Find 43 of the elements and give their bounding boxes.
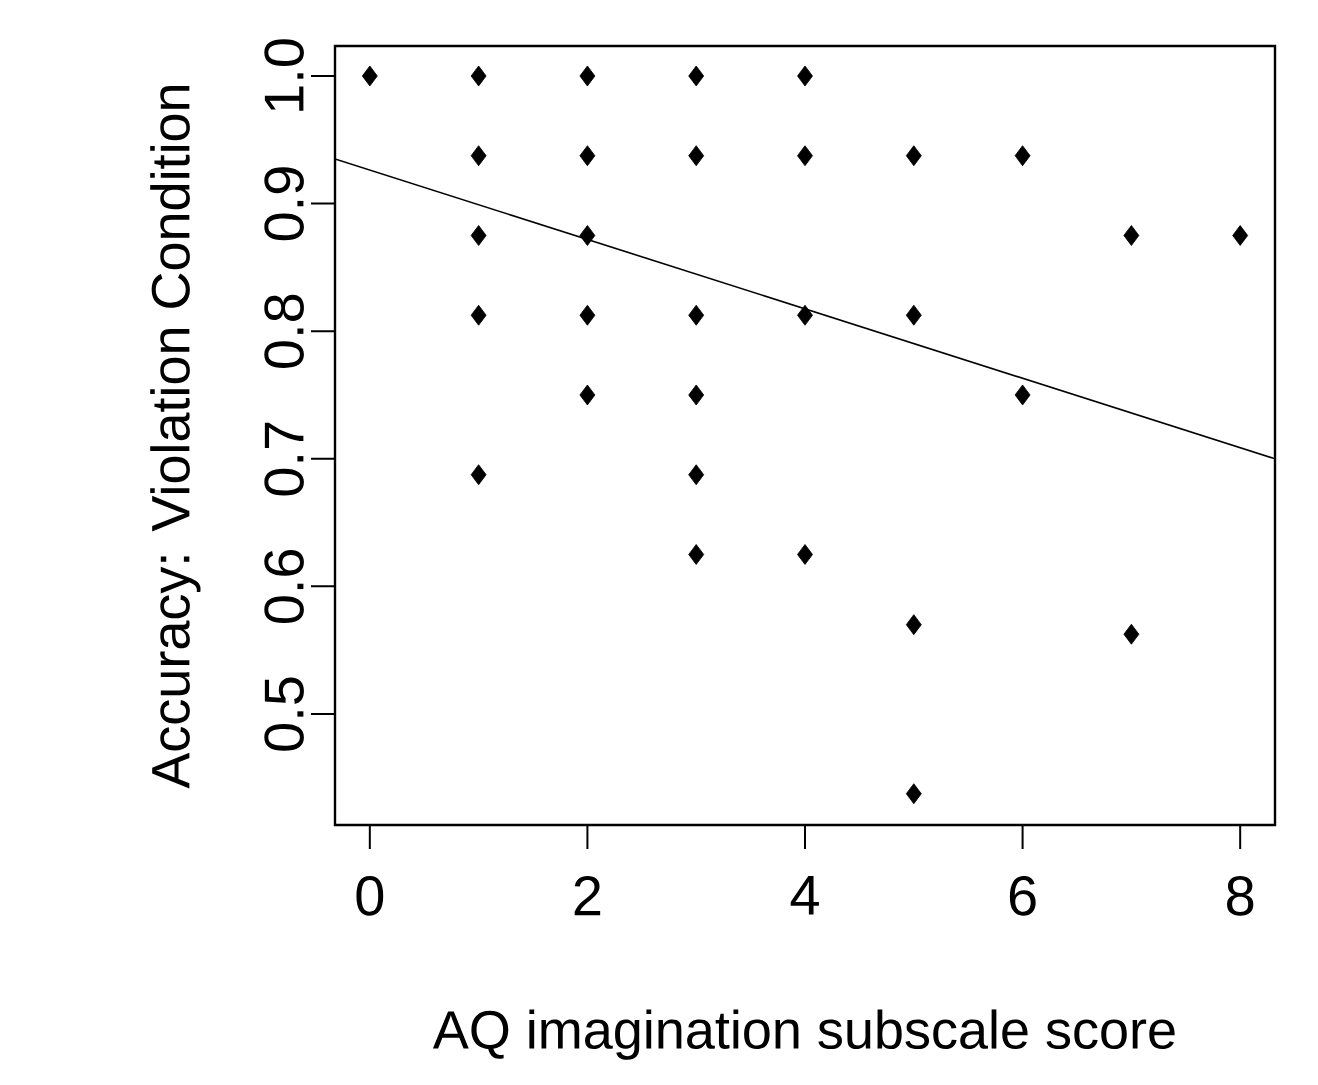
x-axis-title: AQ imagination subscale score [432, 1009, 1175, 1060]
x-tick-label: 0 [356, 876, 384, 916]
point [1123, 225, 1140, 246]
point [361, 65, 378, 87]
y-tick-label: 0.7 [264, 422, 304, 496]
point [905, 304, 922, 326]
point [470, 464, 487, 486]
point [579, 304, 596, 326]
point [688, 145, 705, 167]
y-tick-label: 0.5 [264, 677, 304, 751]
point [797, 145, 813, 167]
point [797, 65, 813, 87]
point [797, 304, 813, 326]
point [688, 304, 705, 326]
y-tick-label: 0.6 [264, 549, 304, 624]
x-tick-label: 4 [790, 876, 819, 915]
point [905, 145, 922, 167]
x-tick-label: 6 [1009, 876, 1036, 916]
point [470, 145, 487, 167]
point [579, 65, 596, 87]
point [579, 225, 596, 246]
point [688, 65, 705, 87]
point [579, 145, 596, 167]
point [688, 544, 705, 565]
x-tick-label: 2 [574, 876, 601, 916]
point [905, 783, 922, 805]
point [1232, 225, 1249, 246]
y-axis-title: Accuracy: Violation Condition [150, 85, 201, 789]
point [1014, 384, 1031, 406]
point [470, 304, 487, 326]
y-tick-label: 1.0 [264, 39, 304, 111]
y-tick-label: 0.8 [264, 294, 304, 368]
point [797, 544, 813, 565]
point [905, 614, 922, 636]
point [688, 464, 705, 486]
point [579, 384, 596, 406]
point [470, 225, 487, 246]
y-tick-label: 0.9 [264, 167, 304, 241]
point [470, 65, 487, 87]
point [688, 384, 705, 406]
point [1014, 145, 1031, 167]
point [1123, 623, 1140, 645]
x-tick-label: 8 [1227, 876, 1254, 916]
